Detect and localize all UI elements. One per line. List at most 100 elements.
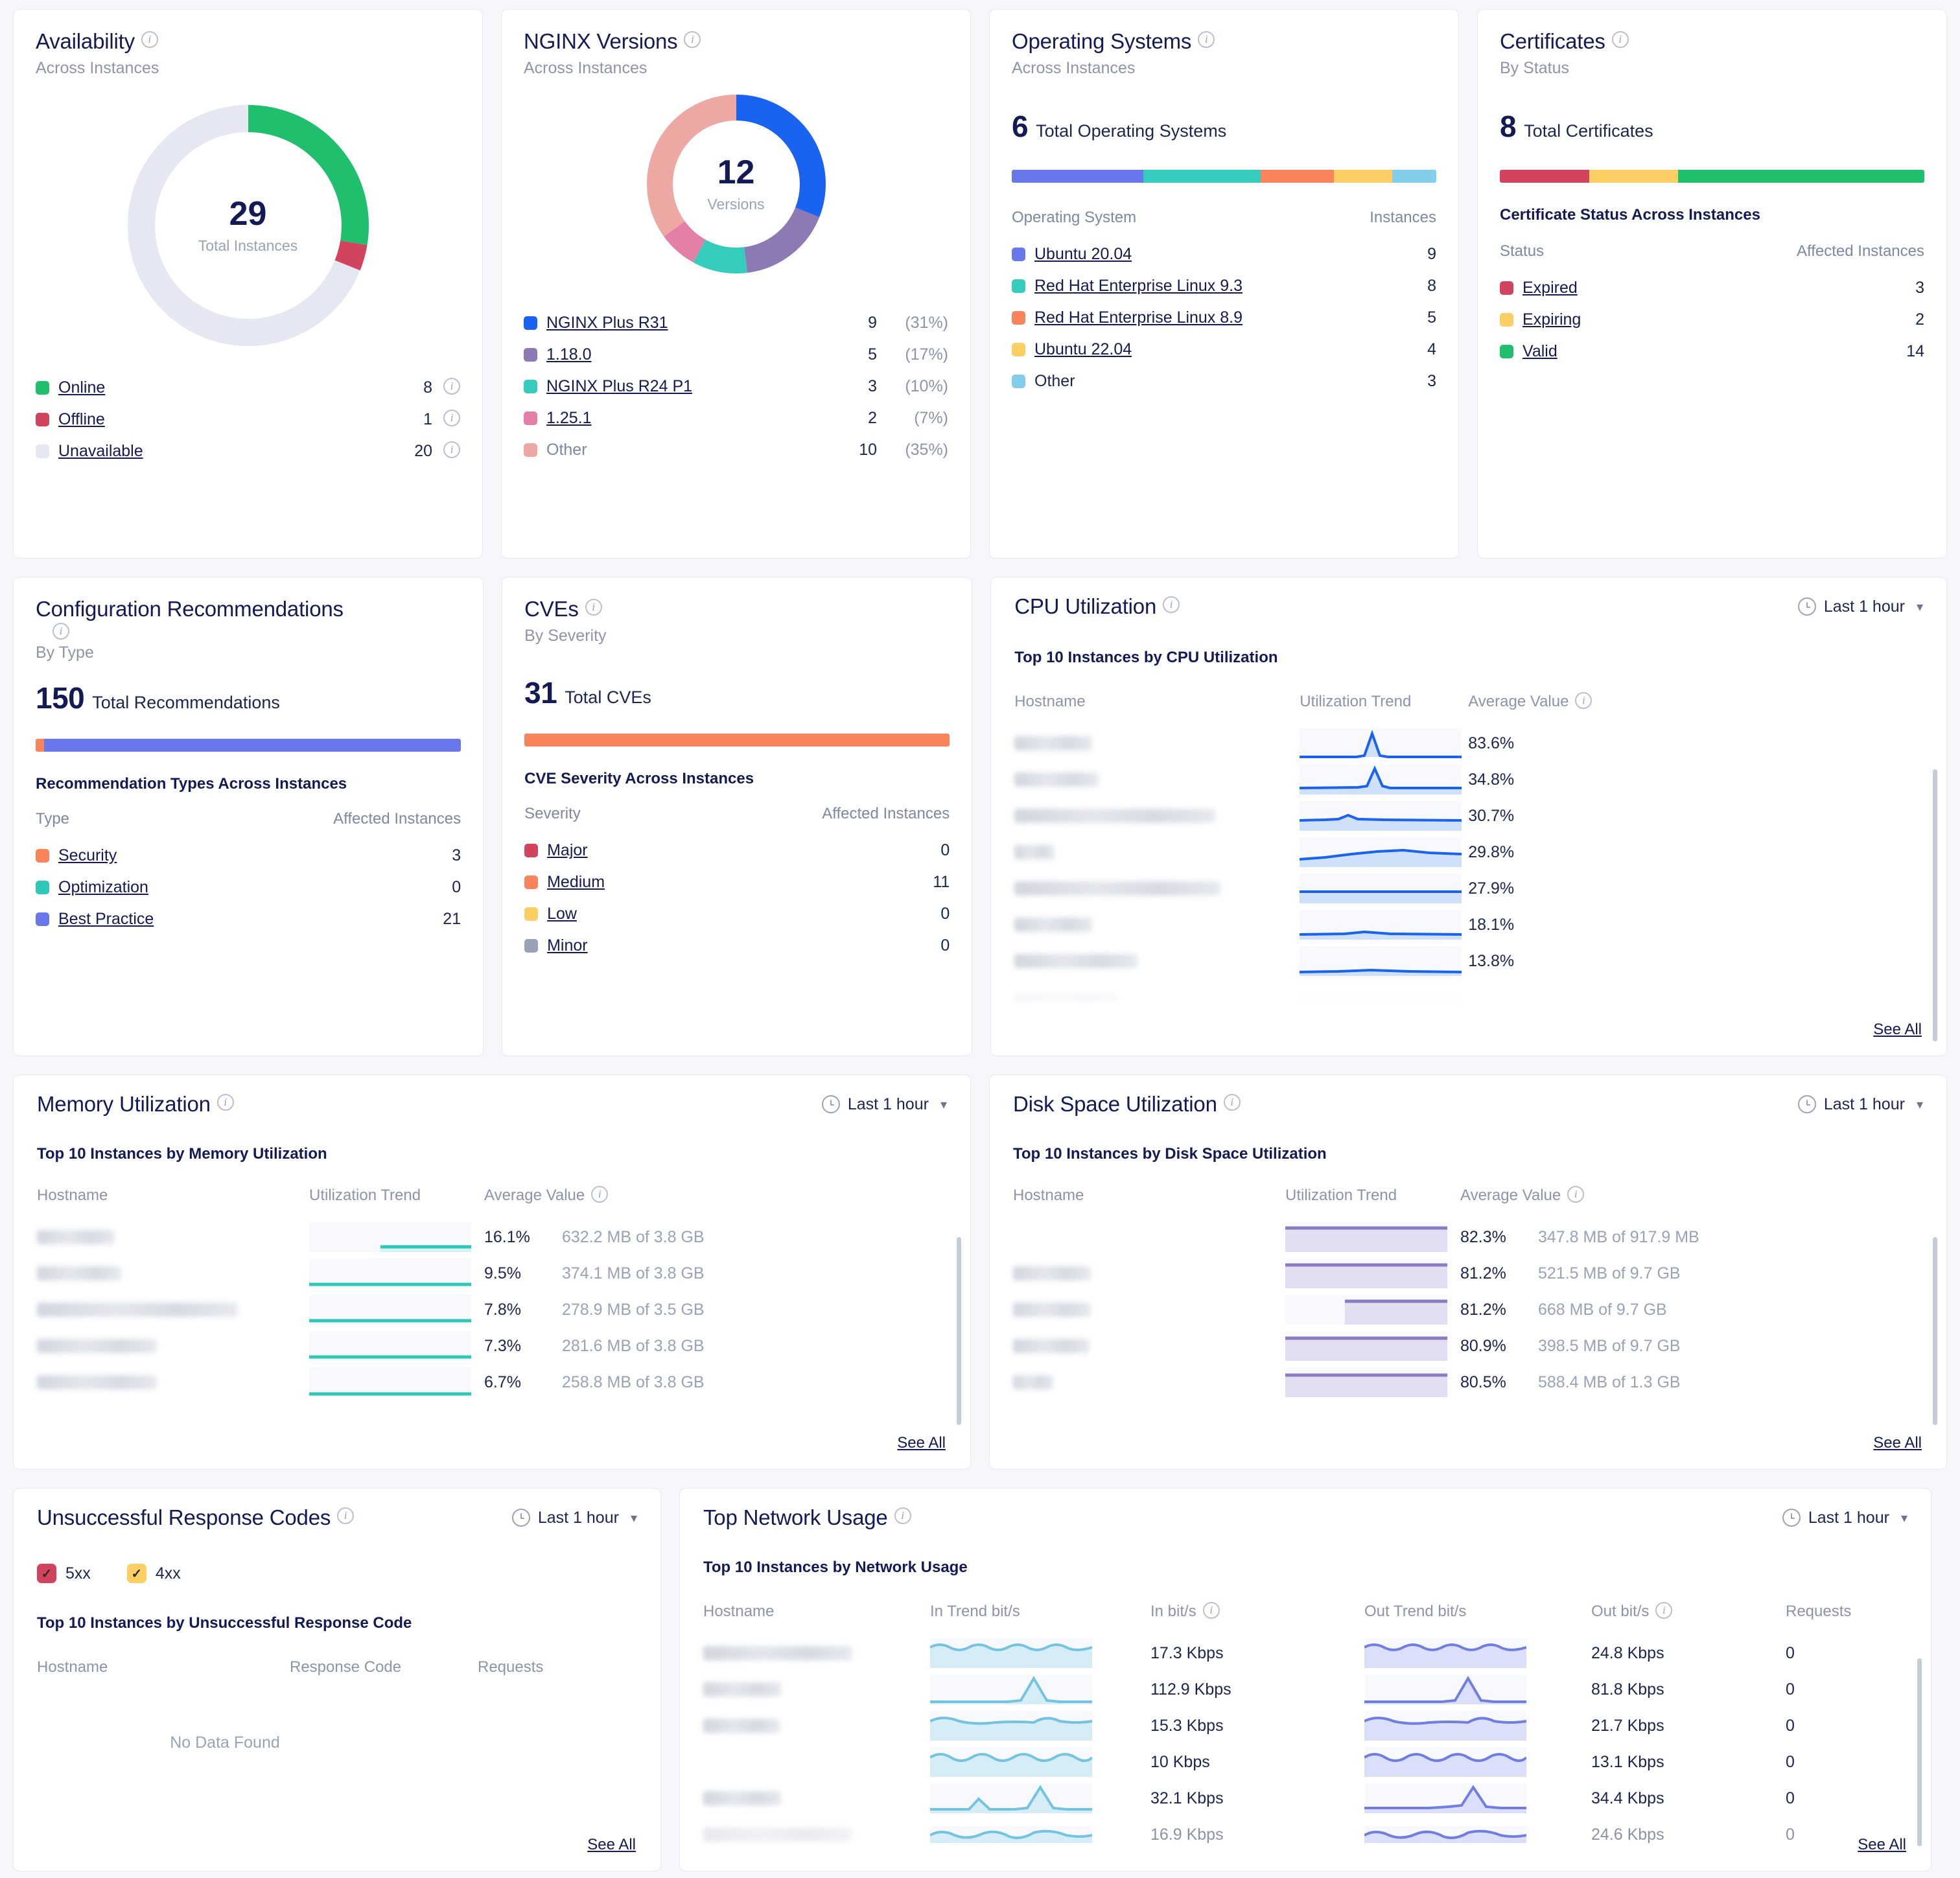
config-link-security[interactable]: Security <box>58 846 117 864</box>
table-row[interactable]: Security 3 <box>36 840 461 872</box>
table-row[interactable]: Best Practice 21 <box>36 903 461 935</box>
cve-link-major[interactable]: Major <box>547 841 588 859</box>
legend-link-offline[interactable]: Offline <box>58 410 105 428</box>
info-icon[interactable]: i <box>1223 1094 1241 1111</box>
table-row[interactable]: 112.9 Kbps 81.8 Kbps 0 <box>703 1671 1908 1708</box>
net-time-range-picker[interactable]: Last 1 hour ▾ <box>1782 1509 1908 1527</box>
table-row[interactable]: 6.7% 258.8 MB of 3.8 GB <box>37 1364 947 1400</box>
legend-link-r31[interactable]: NGINX Plus R31 <box>546 314 668 332</box>
cve-link-minor[interactable]: Minor <box>547 936 588 955</box>
legend-link-1180[interactable]: 1.18.0 <box>546 345 592 364</box>
info-icon[interactable]: i <box>443 378 460 395</box>
filter-5xx[interactable]: ✓ 5xx <box>37 1564 91 1583</box>
info-icon[interactable]: i <box>141 31 158 48</box>
table-row[interactable]: Medium 11 <box>524 866 950 898</box>
table-row[interactable]: Low 0 <box>524 898 950 930</box>
legend-row[interactable]: NGINX Plus R24 P1 3 (10%) <box>524 371 948 402</box>
info-icon[interactable]: i <box>684 31 701 48</box>
config-link-best-practice[interactable]: Best Practice <box>58 910 154 928</box>
info-icon[interactable]: i <box>1575 691 1592 709</box>
table-row-partial[interactable]: 16.9 Kbps 24.6 Kbps 0 <box>703 1816 1908 1853</box>
table-row[interactable]: Expiring 2 <box>1500 304 1924 336</box>
disk-time-range-picker[interactable]: Last 1 hour ▾ <box>1797 1095 1923 1114</box>
table-row[interactable]: 80.5% 588.4 MB of 1.3 GB <box>1013 1364 1923 1400</box>
table-row[interactable]: Expired 3 <box>1500 272 1924 304</box>
table-row[interactable]: Ubuntu 20.04 9 <box>1012 238 1436 270</box>
cert-link-valid[interactable]: Valid <box>1522 342 1558 360</box>
checkbox-5xx[interactable]: ✓ <box>37 1564 56 1583</box>
legend-row[interactable]: 1.18.0 5 (17%) <box>524 339 948 371</box>
cpu-see-all-link[interactable]: See All <box>1873 1021 1922 1038</box>
net-scrollbar[interactable] <box>1917 1658 1922 1846</box>
info-icon[interactable]: i <box>585 599 602 616</box>
table-row[interactable]: 15.3 Kbps 21.7 Kbps 0 <box>703 1708 1908 1744</box>
table-row[interactable]: Red Hat Enterprise Linux 9.3 8 <box>1012 270 1436 302</box>
table-row[interactable]: 10 Kbps 13.1 Kbps 0 <box>703 1744 1908 1780</box>
info-icon[interactable]: i <box>1202 1601 1220 1619</box>
disk-see-all-link[interactable]: See All <box>1873 1434 1922 1452</box>
table-row[interactable]: 34.8% <box>1014 761 1923 798</box>
table-row[interactable]: 16.1% 632.2 MB of 3.8 GB <box>37 1219 947 1255</box>
table-row[interactable]: 81.2% 521.5 MB of 9.7 GB <box>1013 1255 1923 1292</box>
info-icon[interactable]: i <box>216 1094 234 1111</box>
legend-link-r24p1[interactable]: NGINX Plus R24 P1 <box>546 377 693 395</box>
os-link-ubuntu2204[interactable]: Ubuntu 22.04 <box>1034 340 1132 358</box>
legend-row[interactable]: Online 8 i <box>36 372 460 404</box>
table-row-partial[interactable] <box>1014 979 1923 1015</box>
info-icon[interactable]: i <box>591 1185 609 1203</box>
checkbox-4xx[interactable]: ✓ <box>126 1564 146 1583</box>
rc-time-range-picker[interactable]: Last 1 hour ▾ <box>511 1509 637 1527</box>
legend-row[interactable]: 1.25.1 2 (7%) <box>524 402 948 434</box>
info-icon[interactable]: i <box>1655 1601 1673 1619</box>
legend-link-online[interactable]: Online <box>58 378 106 397</box>
cpu-time-range-picker[interactable]: Last 1 hour ▾ <box>1797 597 1923 616</box>
config-link-optimization[interactable]: Optimization <box>58 878 148 896</box>
os-link-ubuntu2004[interactable]: Ubuntu 20.04 <box>1034 245 1132 263</box>
memory-scrollbar[interactable] <box>957 1237 961 1425</box>
info-icon[interactable]: i <box>1567 1185 1585 1203</box>
cve-link-low[interactable]: Low <box>547 905 577 923</box>
info-icon[interactable]: i <box>337 1507 355 1524</box>
nginx-donut[interactable]: 12 Versions <box>639 87 834 281</box>
table-row[interactable]: 7.3% 281.6 MB of 3.8 GB <box>37 1328 947 1364</box>
legend-link-1251[interactable]: 1.25.1 <box>546 409 592 427</box>
table-row[interactable]: 9.5% 374.1 MB of 3.8 GB <box>37 1255 947 1292</box>
table-row[interactable]: Ubuntu 22.04 4 <box>1012 334 1436 365</box>
table-row[interactable]: 81.2% 668 MB of 9.7 GB <box>1013 1292 1923 1328</box>
info-icon[interactable]: i <box>1198 31 1215 48</box>
table-row[interactable]: 27.9% <box>1014 870 1923 907</box>
table-row[interactable]: Red Hat Enterprise Linux 8.9 5 <box>1012 302 1436 334</box>
info-icon[interactable]: i <box>443 441 460 459</box>
table-row[interactable]: 83.6% <box>1014 725 1923 761</box>
table-row[interactable]: Valid 14 <box>1500 336 1924 367</box>
disk-scrollbar[interactable] <box>1933 1237 1937 1425</box>
table-row[interactable]: 18.1% <box>1014 907 1923 943</box>
table-row[interactable]: 29.8% <box>1014 834 1923 870</box>
filter-4xx[interactable]: ✓ 4xx <box>126 1564 181 1583</box>
table-row[interactable]: 82.3% 347.8 MB of 917.9 MB <box>1013 1219 1923 1255</box>
os-link-rhel89[interactable]: Red Hat Enterprise Linux 8.9 <box>1034 308 1243 327</box>
table-row[interactable]: Major 0 <box>524 835 950 866</box>
info-icon[interactable]: i <box>1163 596 1180 613</box>
availability-donut[interactable]: 29 Total Instances <box>119 96 378 355</box>
table-row[interactable]: Minor 0 <box>524 930 950 962</box>
table-row[interactable]: 17.3 Kbps 24.8 Kbps 0 <box>703 1635 1908 1671</box>
memory-see-all-link[interactable]: See All <box>897 1434 946 1452</box>
table-row[interactable]: 7.8% 278.9 MB of 3.5 GB <box>37 1292 947 1328</box>
table-row[interactable]: 32.1 Kbps 34.4 Kbps 0 <box>703 1780 1908 1816</box>
net-see-all-link[interactable]: See All <box>1858 1836 1906 1853</box>
cve-link-medium[interactable]: Medium <box>547 873 605 891</box>
info-icon[interactable]: i <box>1611 31 1629 48</box>
legend-link-unavailable[interactable]: Unavailable <box>58 442 143 460</box>
legend-row[interactable]: Offline 1 i <box>36 404 460 435</box>
table-row[interactable]: Optimization 0 <box>36 872 461 903</box>
cert-link-expiring[interactable]: Expiring <box>1522 310 1581 329</box>
legend-row[interactable]: Unavailable 20 i <box>36 435 460 467</box>
cert-link-expired[interactable]: Expired <box>1522 279 1578 297</box>
table-row[interactable]: 30.7% <box>1014 798 1923 834</box>
table-row[interactable]: 13.8% <box>1014 943 1923 979</box>
rc-see-all-link[interactable]: See All <box>587 1836 636 1853</box>
cpu-scrollbar[interactable] <box>1933 769 1938 1041</box>
table-row[interactable]: 80.9% 398.5 MB of 9.7 GB <box>1013 1328 1923 1364</box>
info-icon[interactable]: i <box>52 623 69 640</box>
